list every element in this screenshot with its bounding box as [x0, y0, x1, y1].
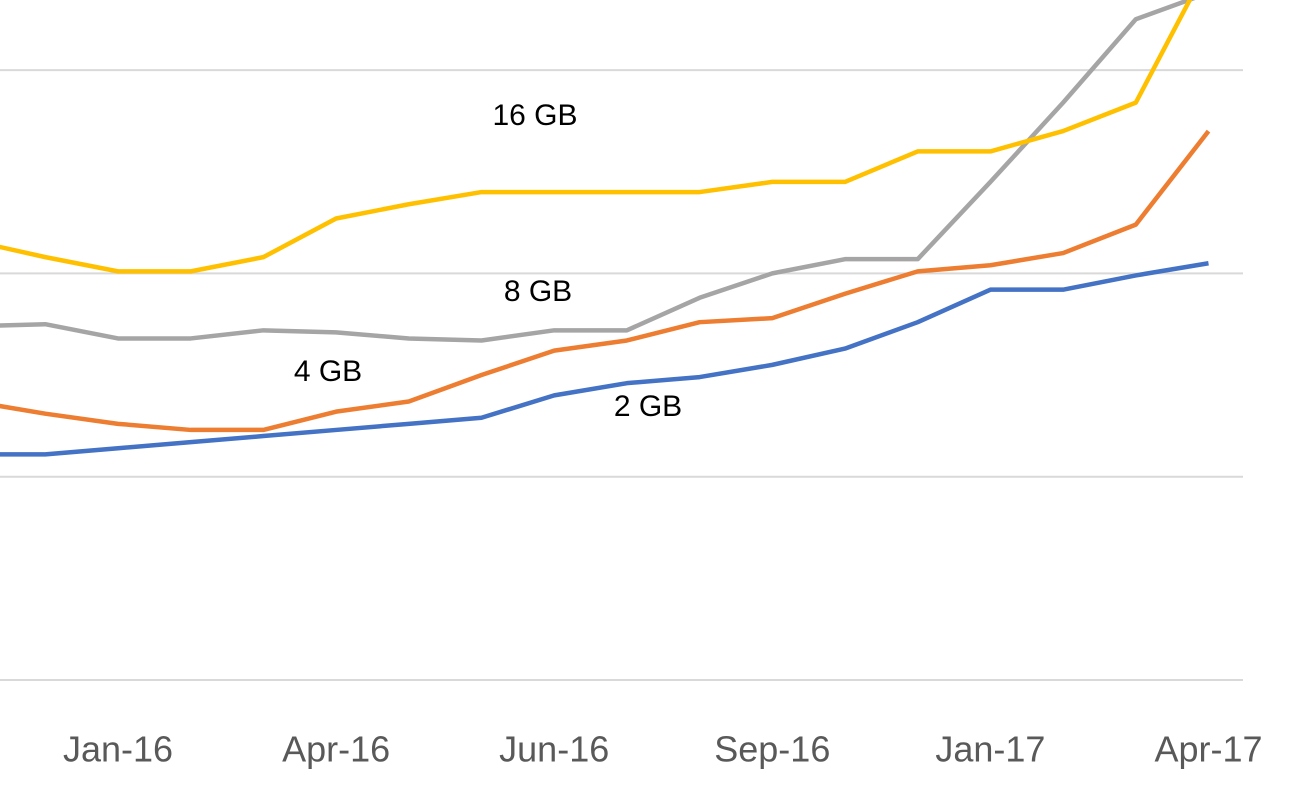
grid: [0, 69, 1243, 681]
lines: [0, 0, 1211, 457]
series-label: 2 GB: [614, 390, 682, 423]
x-tick-label: Apr-16: [282, 729, 390, 770]
series-line: [0, 0, 1193, 274]
series-line: [0, 129, 1211, 433]
labels: Jan-16 Apr-16 Jun-16 Sep-16 Jan-17 Apr-17 2 GB…: [63, 99, 1263, 770]
series-label: 8 GB: [504, 275, 572, 308]
x-tick-label: Sep-16: [714, 729, 830, 770]
series-label: 4 GB: [294, 355, 362, 388]
series-label: 16 GB: [492, 99, 577, 132]
x-tick-label: Jan-16: [63, 729, 173, 770]
x-tick-label: Jan-17: [935, 729, 1045, 770]
x-tick-label: Apr-17: [1154, 729, 1262, 770]
series-line: [0, 0, 1196, 343]
x-tick-label: Jun-16: [499, 729, 609, 770]
series-line: [0, 261, 1209, 457]
